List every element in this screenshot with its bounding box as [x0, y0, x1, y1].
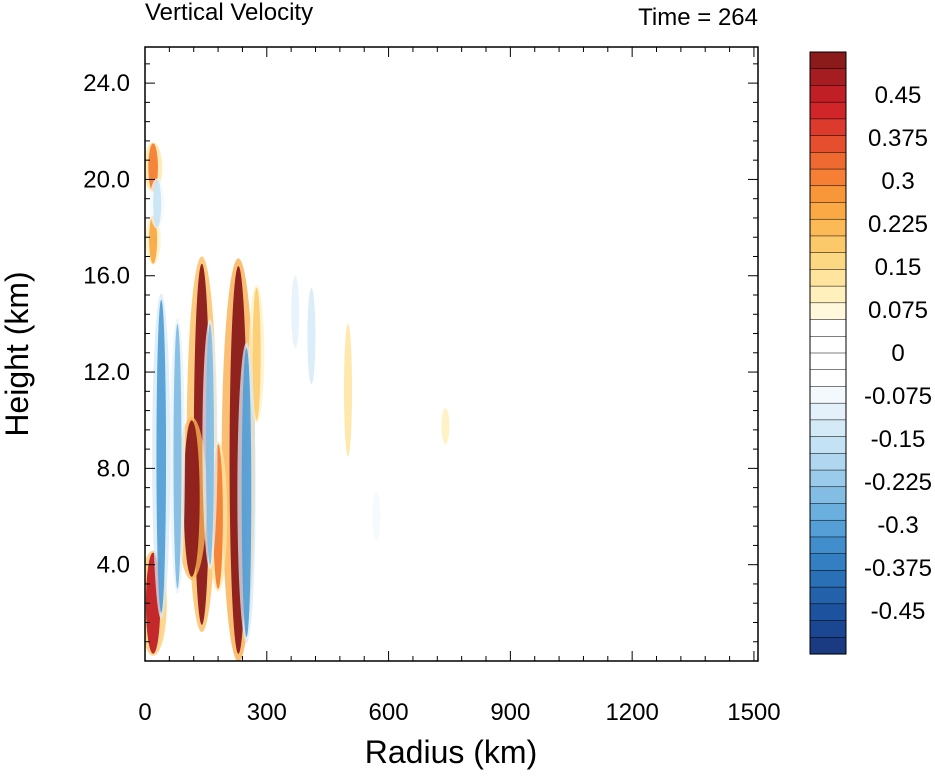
- colorbar-label: -0.075: [864, 383, 932, 410]
- colorbar-swatch: [809, 101, 847, 120]
- y-tick-label: 16.0: [83, 263, 130, 290]
- downdraft-core: [307, 287, 316, 385]
- y-axis-label: Height (km): [0, 271, 35, 436]
- colorbar-swatch: [809, 637, 847, 655]
- colorbar-label: -0.375: [864, 555, 932, 582]
- colorbar-label: 0.075: [868, 297, 928, 324]
- updraft-core: [252, 287, 261, 421]
- colorbar-swatch: [809, 269, 847, 287]
- downdraft-core: [241, 347, 252, 637]
- downdraft-core: [173, 323, 182, 589]
- colorbar-swatch: [809, 336, 847, 354]
- y-tick-label: 20.0: [83, 166, 130, 193]
- colorbar-swatch: [809, 453, 847, 471]
- colorbar-label: -0.15: [871, 426, 926, 453]
- colorbar-swatch: [809, 352, 847, 371]
- colorbar-swatch: [809, 152, 847, 170]
- y-tick-label: 12.0: [83, 359, 130, 386]
- colorbar-swatch: [809, 519, 847, 538]
- x-tick-label: 600: [369, 699, 409, 726]
- colorbar-label: -0.225: [864, 469, 932, 496]
- updraft-core: [441, 408, 450, 445]
- colorbar-swatch: [809, 319, 847, 337]
- colorbar-label: 0.15: [875, 254, 922, 281]
- colorbar-label: 0.225: [868, 211, 928, 238]
- x-axis-label: Radius (km): [365, 734, 537, 770]
- x-tick-label: 1200: [605, 699, 658, 726]
- colorbar-label: 0.3: [881, 168, 914, 195]
- plot-frame: [144, 46, 759, 662]
- downdraft-core: [156, 299, 167, 613]
- y-tick-label: 24.0: [83, 70, 130, 97]
- updraft-core: [183, 420, 200, 577]
- y-axis-ticks: 4.0 8.0 12.0 16.0 20.0 24.0: [83, 63, 758, 643]
- x-tick-label: 0: [138, 699, 151, 726]
- colorbar-swatch: [809, 202, 847, 220]
- colorbar-swatch: [809, 386, 847, 404]
- colorbar-swatch: [809, 235, 847, 254]
- colorbar-swatch: [809, 68, 847, 86]
- colorbar-swatch: [809, 419, 847, 438]
- colorbar-swatch: [809, 436, 847, 454]
- colorbar-swatch: [809, 620, 847, 638]
- colorbar-swatch: [809, 51, 847, 70]
- colorbar-swatch: [809, 252, 847, 270]
- colorbar-swatch: [809, 285, 847, 304]
- colorbar: 0.45 0.375 0.3 0.225 0.15 0.075 0 -0.075 -0.15 -0…: [809, 51, 932, 655]
- x-tick-label: 1500: [727, 699, 780, 726]
- x-tick-label: 300: [247, 699, 287, 726]
- colorbar-label: 0.45: [875, 82, 922, 109]
- colorbar-swatch: [809, 185, 847, 204]
- colorbar-swatch: [809, 586, 847, 605]
- updraft-core: [343, 323, 352, 457]
- colorbar-swatch: [809, 503, 847, 521]
- chart-title: Vertical Velocity: [145, 0, 313, 26]
- colorbar-swatch: [809, 168, 847, 187]
- colorbar-swatch: [809, 469, 847, 488]
- y-tick-label: 8.0: [97, 455, 130, 482]
- x-axis-ticks: 0 300 600 900 1200 1500: [138, 47, 781, 726]
- time-label: Time = 264: [638, 4, 758, 31]
- colorbar-swatch: [809, 135, 847, 153]
- colorbar-label: -0.45: [871, 598, 926, 625]
- colorbar-swatch: [809, 402, 847, 421]
- colorbar-label: 0.375: [868, 125, 928, 152]
- downdraft-core: [153, 179, 162, 228]
- colorbar-swatch: [809, 118, 847, 137]
- y-tick-label: 4.0: [97, 552, 130, 579]
- colorbar-swatch: [809, 302, 847, 321]
- colorbar-swatch: [809, 570, 847, 588]
- colorbar-label: -0.3: [877, 512, 918, 539]
- colorbar-swatch: [809, 603, 847, 622]
- colorbar-swatch: [809, 218, 847, 237]
- colorbar-swatch: [809, 369, 847, 387]
- colorbar-swatch: [809, 85, 847, 103]
- downdraft-core: [205, 323, 214, 565]
- colorbar-label: 0: [891, 340, 904, 367]
- colorbar-swatch: [809, 486, 847, 505]
- downdraft-core: [372, 492, 381, 541]
- colorbar-frame: [809, 51, 847, 655]
- colorbar-swatch: [809, 553, 847, 571]
- downdraft-core: [291, 275, 300, 348]
- colorbar-swatch: [809, 536, 847, 555]
- x-tick-label: 900: [490, 699, 530, 726]
- velocity-field: [145, 54, 596, 661]
